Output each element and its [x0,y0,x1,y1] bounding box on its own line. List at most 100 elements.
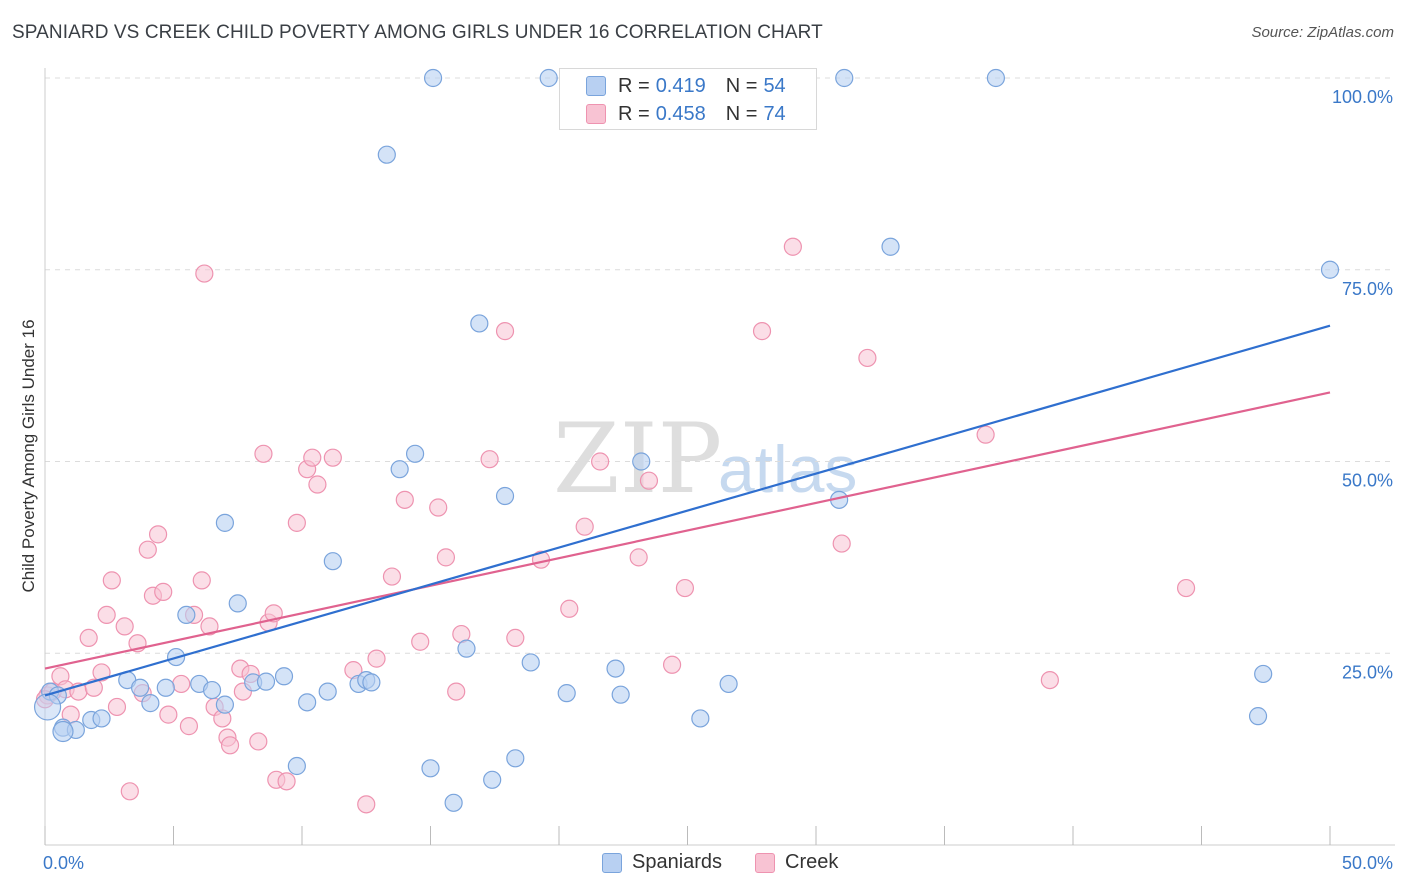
spaniard-point [130,678,150,697]
creek-point [195,264,214,283]
spaniard-point [141,694,160,713]
spaniard-point [298,693,317,712]
creek-point [357,795,376,814]
creek-point [159,705,178,724]
spaniard-point [362,673,381,692]
legend-label-spaniards: Spaniards [632,851,723,873]
trend-lines [44,324,1331,697]
creek-point [97,605,116,625]
x-tick-label: 50.0% [1342,853,1393,873]
creek-point [436,548,456,567]
n-value-spaniards: 54 [763,74,786,97]
spaniard-point [202,680,222,700]
stat-row-creek: R = 0.458 N = 74 [560,100,786,128]
spaniard-point [606,659,625,678]
creek-point [172,674,191,694]
creek-point [303,448,322,467]
creek-point [662,655,682,674]
spaniard-point [444,793,463,812]
creek-point [148,525,168,544]
creek-point [254,444,273,463]
creek-point [976,425,995,444]
creek-point [591,452,610,471]
y-tick-label: 25.0% [1342,662,1393,682]
creek-point [480,450,499,469]
creek-point [102,571,121,590]
n-label: N = [725,102,758,125]
spaniard-point [423,68,443,88]
spaniard-point [33,693,62,721]
legend-item-creek[interactable]: Creek [755,851,838,874]
x-tick-label: 0.0% [43,853,84,873]
y-tick-label: 100.0% [1332,87,1393,107]
spaniard-point [470,314,489,333]
spaniard-point [228,594,247,613]
spaniard-point [177,605,196,625]
creek-point [675,578,695,598]
spaniard-point [557,684,576,703]
spaniard-point [521,653,540,672]
spaniard-point [405,444,425,463]
spaniard-point [1254,664,1273,684]
spaniard-point [719,674,738,694]
spaniard-point [1320,260,1340,279]
creek-point [308,475,327,494]
r-label: R = [618,102,650,125]
creek-point [447,682,466,701]
spaniard-point [52,720,74,743]
spaniard-point [215,513,234,532]
creek-swatch-icon [755,852,775,873]
creek-swatch-icon [586,104,606,124]
spaniard-point [318,682,337,701]
creek-point [220,736,240,755]
creek-point [1040,670,1059,690]
y-tick-label: 50.0% [1342,471,1393,491]
spaniard-point [495,486,515,506]
r-value-spaniards: 0.419 [655,74,706,97]
r-label: R = [618,74,650,97]
spaniard-point [156,678,175,697]
series-legend: Spaniards Creek [0,851,1406,877]
spaniards-swatch-icon [602,852,622,873]
spaniard-point [92,709,111,728]
y-axis-label: Child Poverty Among Girls Under 16 [19,319,38,592]
legend-item-spaniards[interactable]: Spaniards [602,851,722,874]
creek-point [287,513,306,532]
spaniard-point [881,237,900,256]
creek-point [858,348,877,368]
creek-points [35,237,1196,814]
spaniard-point [986,68,1006,88]
creek-point [179,717,199,736]
creek-point [1176,578,1196,598]
creek-point [629,548,648,567]
creek-point [395,490,414,509]
spaniard-point [256,672,276,691]
creek-point [639,471,659,490]
spaniard-point [215,695,234,714]
creek-point [200,617,219,636]
spaniard-point [483,770,502,789]
creek-point [277,772,296,791]
creek-point [367,649,386,668]
creek-point [107,697,127,717]
spaniard-point [611,685,630,704]
legend-label-creek: Creek [785,851,839,873]
creek-point [752,322,772,341]
n-label: N = [725,74,758,97]
correlation-legend: R = 0.419 N = 54 R = 0.458 N = 74 [559,68,817,130]
creek-point [154,582,173,601]
creek-point [560,599,579,618]
creek-point [495,322,515,341]
creek-point [138,540,157,559]
spaniard-point [421,759,440,778]
source-label: Source: ZipAtlas.com [1251,24,1394,41]
r-value-creek: 0.458 [655,102,706,125]
spaniard-point [457,639,476,658]
chart-title: SPANIARD VS CREEK CHILD POVERTY AMONG GI… [12,22,823,43]
creek-point [249,732,268,751]
stat-row-spaniards: R = 0.419 N = 54 [560,72,786,100]
spaniard-point [323,552,342,571]
y-tick-label: 75.0% [1342,279,1393,299]
creek-point [192,571,211,590]
